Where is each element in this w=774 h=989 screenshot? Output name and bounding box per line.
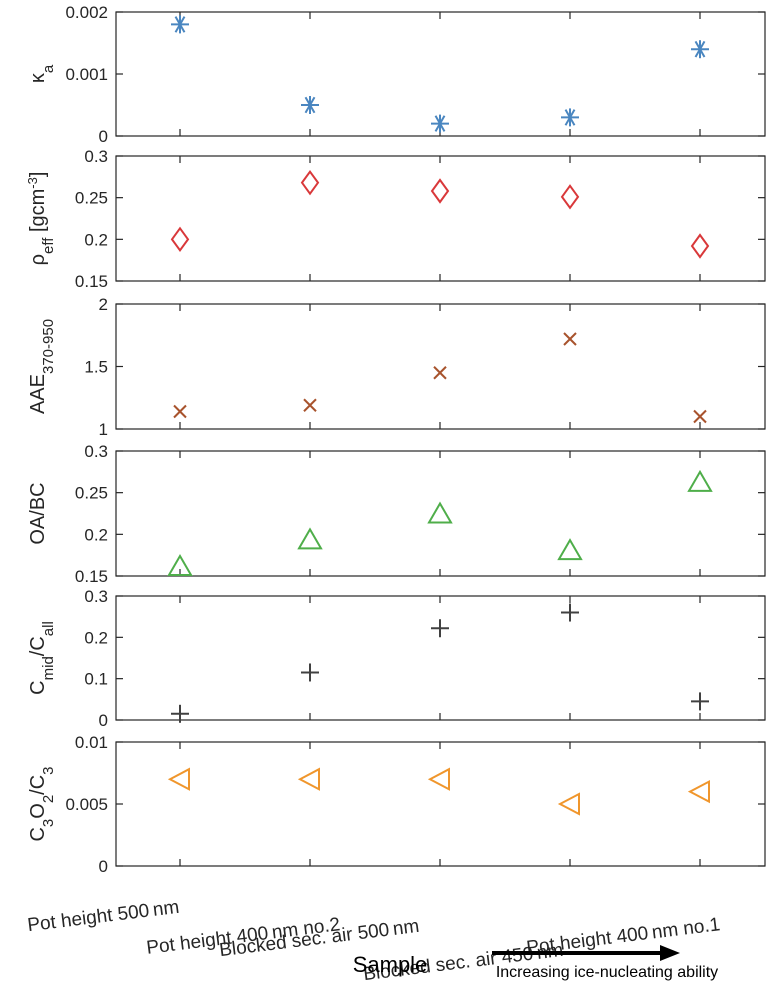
y-tick-label: 0.15 <box>75 272 108 291</box>
y-axis-label: OA/BC <box>27 482 49 544</box>
y-axis-label: Cmid/Call <box>27 621 57 695</box>
y-tick-label: 0.1 <box>84 670 108 689</box>
x-tick-label: Pot height 500 nm <box>26 897 180 936</box>
y-axis-label: ρeff [gcm-3] <box>25 172 57 266</box>
data-point-kappa_a <box>301 96 319 114</box>
y-tick-label: 2 <box>99 295 108 314</box>
panel-rho_eff: 0.15 0.2 0.25 0.3 ρeff [gcm-3] <box>25 147 766 291</box>
data-point-rho_eff <box>560 184 580 210</box>
y-axis-label: κa <box>27 64 57 83</box>
panel-frame <box>115 450 766 577</box>
data-point-AAE <box>563 332 577 346</box>
data-point-OA_BC <box>687 469 713 492</box>
y-tick-label: 1.5 <box>84 358 108 377</box>
panel-frame <box>115 155 766 282</box>
data-point-rho_eff <box>690 233 710 259</box>
y-tick-label: 0.01 <box>75 733 108 752</box>
y-axis-label: AAE370-950 <box>27 319 57 414</box>
data-point-kappa_a <box>561 108 579 127</box>
y-tick-label: 0.15 <box>75 567 108 586</box>
data-point-kappa_a <box>171 15 189 34</box>
data-point-C3O2_C3 <box>427 767 450 791</box>
y-tick-label: 0 <box>99 857 108 876</box>
panel-OA_BC: 0.15 0.2 0.25 0.3 OA/BC <box>27 442 766 586</box>
data-point-AAE <box>693 409 707 424</box>
data-point-AAE <box>303 398 317 412</box>
y-tick-label: 0 <box>99 711 108 730</box>
data-point-C3O2_C3 <box>297 767 320 791</box>
panel-kappa_a: 0 0.001 0.002 κa <box>27 3 766 146</box>
y-tick-label: 1 <box>99 420 108 439</box>
data-point-AAE <box>173 404 187 419</box>
y-tick-label: 0.3 <box>84 147 108 166</box>
panel-Cmid_Call: 0 0.1 0.2 0.3 Cmid/Call <box>27 587 766 730</box>
data-point-kappa_a <box>691 40 709 59</box>
data-point-Cmid_Call <box>301 663 319 682</box>
y-tick-label: 0.2 <box>84 525 108 544</box>
data-point-rho_eff <box>170 226 190 253</box>
data-point-AAE <box>433 366 447 380</box>
y-tick-label: 0.2 <box>84 628 108 647</box>
y-tick-label: 0.3 <box>84 587 108 606</box>
data-point-OA_BC <box>557 538 583 561</box>
y-tick-label: 0.3 <box>84 442 108 461</box>
data-point-Cmid_Call <box>691 692 709 711</box>
y-tick-label: 0.25 <box>75 484 108 503</box>
y-tick-label: 0.005 <box>65 795 108 814</box>
data-point-OA_BC <box>167 554 193 576</box>
data-point-Cmid_Call <box>431 619 449 638</box>
data-point-OA_BC <box>297 527 323 550</box>
data-point-C3O2_C3 <box>557 792 580 816</box>
y-tick-label: 0.2 <box>84 230 108 249</box>
panel-frame <box>115 595 766 721</box>
arrow-head-icon <box>660 945 680 961</box>
panel-frame <box>115 741 766 867</box>
data-point-Cmid_Call <box>561 603 579 622</box>
data-point-rho_eff <box>430 178 450 204</box>
y-tick-label: 0.001 <box>65 65 108 84</box>
y-tick-label: 0.25 <box>75 189 108 208</box>
y-tick-label: 0 <box>99 127 108 146</box>
y-tick-label: 0.002 <box>65 3 108 22</box>
panel-C3O2_C3: 0 0.005 0.01 C3O2/C3 <box>27 733 766 876</box>
annotation-label: Increasing ice-nucleating ability <box>496 964 718 981</box>
data-point-C3O2_C3 <box>167 767 190 791</box>
data-point-OA_BC <box>427 501 453 524</box>
x-axis-label: Sample <box>353 952 428 977</box>
ice-nucleation-arrow <box>492 945 680 961</box>
data-point-rho_eff <box>300 169 320 196</box>
panel-AAE: 1 1.5 2 AAE370-950 <box>27 295 766 439</box>
data-point-kappa_a <box>431 114 449 133</box>
panel-frame <box>115 303 766 430</box>
data-point-Cmid_Call <box>171 704 189 723</box>
y-axis-label: C3O2/C3 <box>27 766 57 841</box>
data-point-C3O2_C3 <box>687 779 710 804</box>
